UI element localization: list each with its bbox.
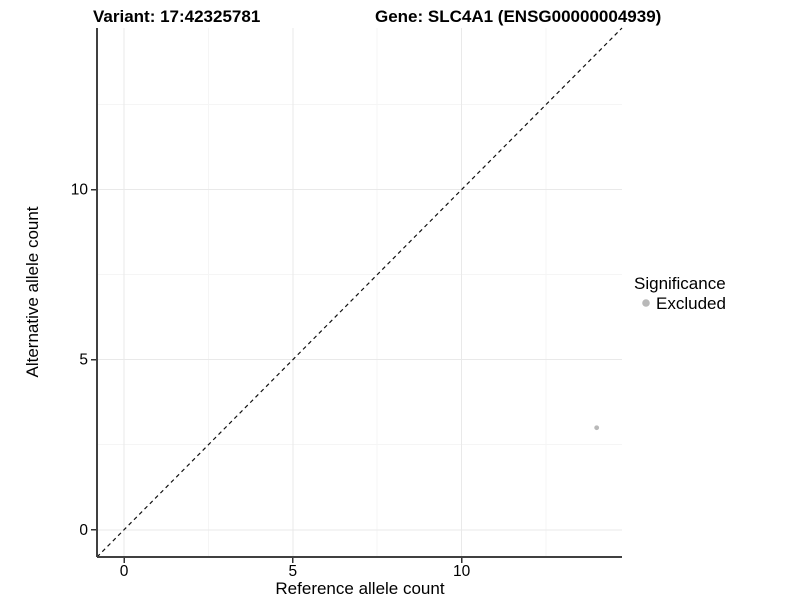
legend-title: Significance (634, 274, 726, 293)
identity-line (96, 27, 623, 558)
x-tick-label: 0 (120, 563, 129, 580)
y-tick-label: 0 (79, 522, 88, 539)
x-tick-label: 10 (453, 563, 471, 580)
plot-title-gene: Gene: SLC4A1 (ENSG00000004939) (375, 7, 661, 26)
gridlines-major (97, 28, 622, 557)
data-point (594, 425, 600, 431)
legend-point-icon (642, 299, 650, 307)
tick-labels: 0 5 10 0 5 10 (71, 182, 471, 580)
y-tick-label: 5 (79, 352, 88, 369)
legend-item-label: Excluded (656, 294, 726, 313)
x-axis-label: Reference allele count (275, 579, 444, 598)
y-axis-label: Alternative allele count (23, 206, 42, 377)
gridlines-minor (97, 28, 622, 557)
plot-title-variant: Variant: 17:42325781 (93, 7, 260, 26)
legend: Significance Excluded (634, 274, 726, 313)
axis-lines (96, 28, 622, 558)
axis-ticks (91, 188, 463, 563)
legend-item-excluded: Excluded (642, 294, 726, 313)
plot-panel: 0 5 10 0 5 10 (71, 27, 623, 580)
x-tick-label: 5 (289, 563, 298, 580)
data-points (594, 425, 600, 431)
y-tick-label: 10 (71, 182, 89, 199)
